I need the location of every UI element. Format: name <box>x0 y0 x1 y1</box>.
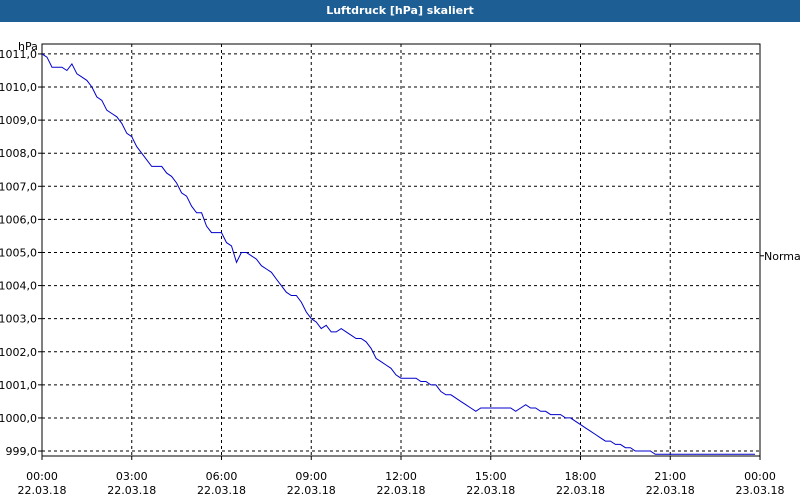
y-tick-label: 1002,0 <box>0 346 37 359</box>
x-tick-time-label: 18:00 <box>565 470 597 483</box>
grid-lines <box>42 44 760 456</box>
y-tick-label: 1005,0 <box>0 246 37 259</box>
x-tick-time-label: 00:00 <box>26 470 58 483</box>
x-tick-time-label: 21:00 <box>654 470 686 483</box>
x-tick-date-label: 22.03.18 <box>18 484 67 497</box>
x-tick-time-label: 09:00 <box>295 470 327 483</box>
y-tick-label: 1008,0 <box>0 147 37 160</box>
x-tick-date-label: 22.03.18 <box>556 484 605 497</box>
y-tick-label: 1000,0 <box>0 412 37 425</box>
y-tick-label: 1003,0 <box>0 313 37 326</box>
x-tick-time-label: 06:00 <box>206 470 238 483</box>
x-tick-time-label: 00:00 <box>744 470 776 483</box>
x-tick-date-label: 22.03.18 <box>466 484 515 497</box>
pressure-series-line <box>41 53 755 455</box>
x-tick-date-label: 22.03.18 <box>646 484 695 497</box>
y-tick-label: 999,0 <box>6 445 38 458</box>
y-axis-ticks: 999,0 1000,0 1001,0 1002,0 1003,0 1004,0 1005,… <box>0 48 42 458</box>
y-tick-label: 1010,0 <box>0 81 37 94</box>
y-tick-label: 1006,0 <box>0 213 37 226</box>
y-tick-label: 1001,0 <box>0 379 37 392</box>
x-tick-time-label: 15:00 <box>475 470 507 483</box>
chart-title: Luftdruck [hPa] skaliert <box>0 0 800 22</box>
y-tick-label: 1004,0 <box>0 280 37 293</box>
x-tick-date-label: 22.03.18 <box>377 484 426 497</box>
y-tick-label: 1007,0 <box>0 180 37 193</box>
x-axis-ticks: 00:0022.03.1803:0022.03.1806:0022.03.180… <box>18 456 785 497</box>
x-tick-date-label: 22.03.18 <box>197 484 246 497</box>
x-tick-time-label: 12:00 <box>385 470 417 483</box>
y-tick-label: 1009,0 <box>0 114 37 127</box>
x-tick-date-label: 23.03.18 <box>736 484 785 497</box>
normal-annotation: Normal <box>764 250 800 263</box>
x-tick-time-label: 03:00 <box>116 470 148 483</box>
x-tick-date-label: 22.03.18 <box>287 484 336 497</box>
x-tick-date-label: 22.03.18 <box>107 484 156 497</box>
y-axis-unit-label: hPa <box>18 40 38 53</box>
y-tick-label: 1011,0 <box>0 48 37 61</box>
